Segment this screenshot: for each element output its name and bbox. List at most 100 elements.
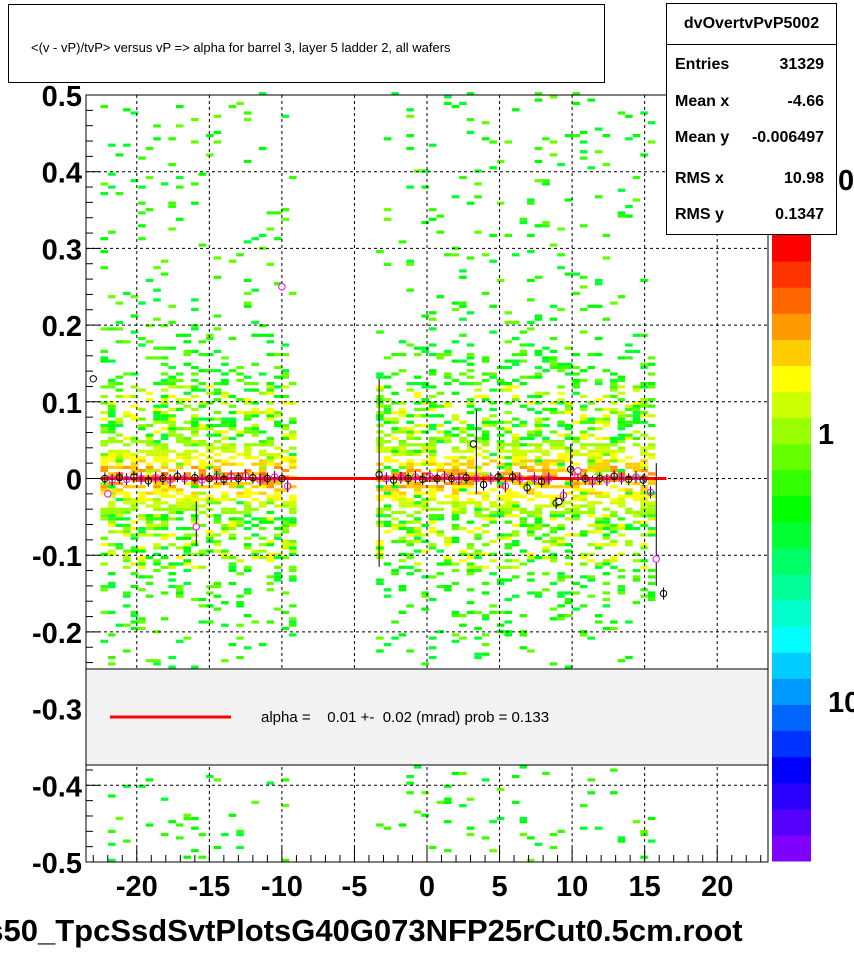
heatmap-cell: [444, 101, 452, 105]
heatmap-cell: [160, 591, 169, 595]
heatmap-cell: [436, 572, 445, 576]
heatmap-cell: [429, 440, 437, 444]
heatmap-cell: [108, 404, 116, 408]
heatmap-cell: [429, 436, 437, 440]
heatmap-cell: [640, 559, 648, 563]
heatmap-cell: [564, 665, 573, 669]
heatmap-cell: [228, 411, 237, 415]
heatmap-cell: [557, 440, 565, 444]
profile-point: [494, 473, 502, 481]
heatmap-cell: [376, 398, 384, 402]
heatmap-cell: [243, 401, 252, 405]
heatmap-cell: [145, 594, 154, 598]
heatmap-cell: [130, 459, 139, 463]
heatmap-cell: [176, 504, 184, 508]
heatmap-cell: [595, 562, 603, 566]
heatmap-cell: [176, 456, 184, 460]
heatmap-cell: [274, 607, 282, 611]
heatmap-cell: [557, 578, 565, 582]
heatmap-cell: [579, 504, 588, 508]
heatmap-cell: [160, 272, 169, 276]
heatmap-cell: [206, 498, 214, 502]
heatmap-cell: [243, 504, 252, 508]
heatmap-cell: [130, 610, 139, 614]
heatmap-cell: [236, 378, 244, 382]
heatmap-cell: [138, 423, 146, 428]
heatmap-cell: [183, 549, 191, 553]
heatmap-cell: [183, 481, 191, 486]
heatmap-cell: [466, 556, 475, 560]
heatmap-cell: [243, 514, 252, 518]
heatmap-cell: [376, 581, 384, 585]
heatmap-cell: [213, 581, 222, 585]
heatmap-cell: [421, 385, 429, 389]
heatmap-cell: [421, 485, 429, 489]
heatmap-cell: [289, 498, 297, 502]
heatmap-cell: [632, 198, 641, 202]
heatmap-cell: [243, 536, 252, 540]
heatmap-cell: [481, 614, 490, 618]
profile-point: [487, 474, 495, 483]
heatmap-cell: [519, 562, 528, 566]
heatmap-cell: [481, 478, 490, 482]
heatmap-cell: [236, 833, 244, 837]
heatmap-cell: [183, 546, 191, 550]
heatmap-cell: [534, 433, 543, 437]
heatmap-cell: [421, 349, 429, 353]
heatmap-cell: [251, 517, 259, 521]
outlier-point: [652, 555, 660, 563]
heatmap-cell: [557, 391, 565, 395]
heatmap-cell: [647, 398, 656, 402]
heatmap-cell: [587, 501, 595, 505]
palette-swatch: [772, 521, 811, 549]
heatmap-cell: [160, 833, 169, 837]
heatmap-cell: [228, 472, 237, 476]
heatmap-cell: [549, 617, 558, 621]
heatmap-cell: [429, 527, 437, 531]
heatmap-cell: [221, 530, 229, 534]
heatmap-cell: [108, 655, 116, 660]
heatmap-cell: [221, 436, 229, 440]
heatmap-cell: [108, 858, 116, 862]
heatmap-cell: [534, 275, 543, 279]
heatmap-cell: [421, 498, 429, 502]
heatmap-cell: [429, 543, 437, 547]
heatmap-cell: [100, 481, 108, 486]
heatmap-cell: [647, 446, 656, 450]
palette-swatch: [772, 339, 811, 366]
heatmap-cell: [221, 391, 229, 395]
heatmap-cell: [474, 491, 482, 495]
heatmap-cell: [444, 543, 452, 547]
heatmap-cell: [391, 636, 399, 640]
heatmap-cell: [153, 382, 161, 386]
heatmap-cell: [466, 382, 475, 386]
heatmap-cell: [108, 411, 116, 415]
heatmap-cell: [632, 134, 641, 138]
heatmap-cell: [534, 423, 543, 428]
heatmap-cell: [429, 597, 437, 602]
heatmap-cell: [138, 440, 146, 444]
heatmap-cell: [281, 114, 290, 118]
heatmap-cell: [459, 269, 467, 273]
heatmap-cell: [459, 456, 467, 460]
heatmap-cell: [243, 117, 252, 122]
profile-point: [516, 474, 524, 483]
heatmap-cell: [108, 459, 116, 463]
heatmap-cell: [579, 150, 588, 154]
heatmap-cell: [130, 452, 139, 457]
profile-point: [472, 474, 481, 483]
heatmap-cell: [640, 855, 648, 859]
heatmap-cell: [421, 169, 429, 173]
heatmap-cell: [587, 481, 595, 486]
heatmap-cell: [168, 423, 176, 428]
heatmap-cell: [413, 394, 422, 399]
heatmap-cell: [221, 382, 229, 386]
heatmap-cell: [534, 504, 543, 508]
heatmap-cell: [625, 114, 633, 118]
heatmap-cell: [376, 636, 384, 640]
heatmap-cell: [221, 459, 229, 463]
heatmap-cell: [549, 443, 558, 447]
heatmap-cell: [398, 430, 407, 434]
heatmap-cell: [251, 556, 259, 560]
